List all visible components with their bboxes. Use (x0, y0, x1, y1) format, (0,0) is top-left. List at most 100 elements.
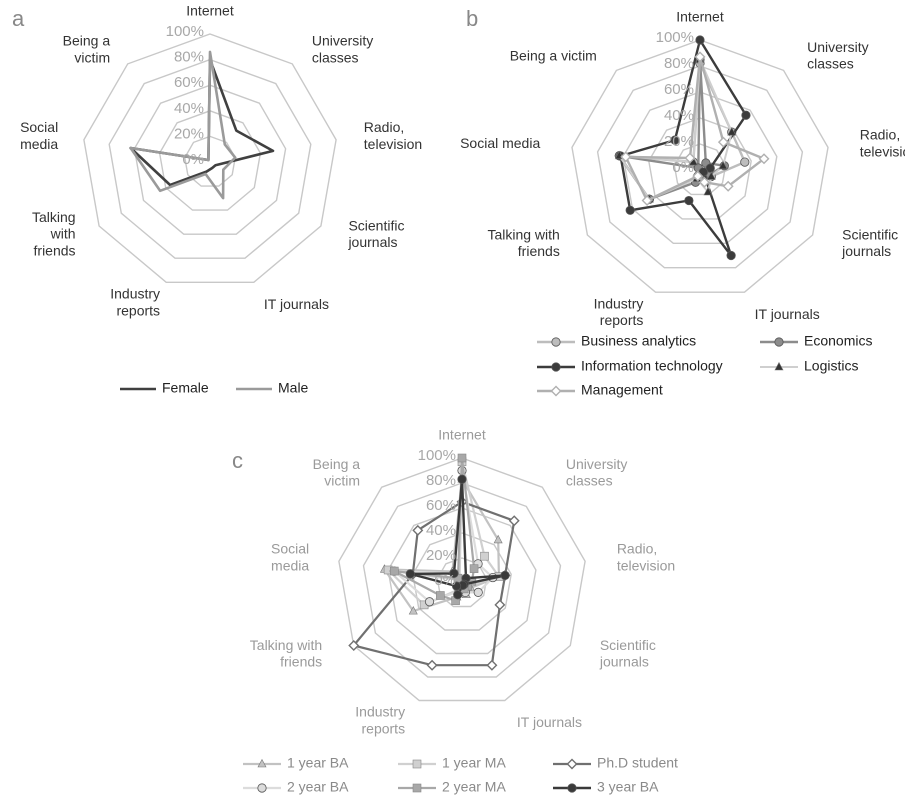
data-point (698, 167, 708, 177)
legend: Business analytics Economics Information t… (537, 333, 872, 398)
legend-item: Male (236, 380, 309, 396)
data-point (684, 152, 696, 164)
legend-marker (566, 758, 578, 770)
data-point (740, 157, 750, 167)
tick-label: 40% (174, 100, 204, 117)
grid-ring (387, 507, 537, 655)
series-line (624, 55, 766, 202)
legend-item: 2 year BA (243, 779, 349, 795)
category-label: Industry reports (355, 704, 405, 737)
legend-marker (550, 385, 562, 397)
tick-label: 60% (664, 81, 694, 98)
data-point (424, 597, 435, 607)
data-point (486, 659, 498, 671)
series-line (409, 478, 507, 596)
legend-item: Business analytics (537, 333, 696, 349)
category-label-line: Industry (355, 704, 405, 720)
legend-label: Management (581, 382, 663, 398)
tick-label: 0% (434, 572, 456, 589)
tick-label: 0% (182, 151, 204, 168)
legend-label: 3 year BA (597, 779, 659, 795)
category-label-line: Talking (32, 209, 76, 225)
data-point (493, 534, 503, 544)
category-label-line: friends (518, 243, 560, 259)
category-label: Scientific journals (841, 226, 898, 259)
series-management (620, 51, 770, 207)
data-point (722, 180, 734, 192)
legend: Female Male (120, 380, 309, 396)
category-label-line: media (271, 557, 309, 573)
category-label-line: Scientific (842, 226, 898, 242)
legend-label: 1 year BA (287, 755, 349, 771)
legend: 1 year BA 1 year MA Ph.D student 2 year BA 2… (243, 755, 678, 795)
tick-label: 100% (656, 29, 694, 46)
legend-marker (567, 783, 577, 793)
data-point (389, 566, 399, 576)
series-economics (614, 54, 729, 204)
legend-marker (774, 337, 784, 347)
data-point (620, 151, 632, 163)
panel-letter: a (12, 6, 25, 31)
legend-item: Management (537, 382, 663, 398)
category-label: IT journals (517, 714, 582, 730)
legend-item: Information technology (537, 358, 723, 374)
data-point (717, 136, 729, 148)
grid-ring (412, 532, 512, 631)
category-label: IT journals (264, 296, 329, 312)
tick-label: 100% (166, 23, 204, 40)
legend-marker (551, 362, 561, 372)
data-point (405, 569, 415, 579)
data-point (426, 659, 438, 671)
grid-ring (362, 482, 562, 678)
series-logistics (614, 54, 737, 203)
legend-label: Business analytics (581, 333, 696, 349)
category-label-line: University (312, 32, 373, 48)
legend-label: Female (162, 380, 209, 396)
category-label: Internet (676, 9, 724, 25)
category-label-line: Social (271, 540, 309, 556)
category-label: Social media (271, 540, 309, 573)
category-label-line: journals (599, 654, 649, 670)
legend-marker (412, 759, 422, 769)
category-label-line: Being a (313, 456, 361, 472)
series-line (129, 50, 237, 200)
category-label: Being a victim (63, 32, 111, 65)
category-label-line: Scientific (600, 637, 656, 653)
legend-label: 2 year BA (287, 779, 349, 795)
legend-marker (412, 783, 422, 793)
category-label-line: media (20, 136, 58, 152)
category-label-line: with (50, 226, 76, 242)
tick-label: 0% (672, 159, 694, 176)
tick-label: 60% (174, 74, 204, 91)
tick-label: 40% (664, 107, 694, 124)
tick-label: 20% (664, 133, 694, 150)
category-label: Talking with friends (32, 209, 76, 259)
legend-label: Information technology (581, 358, 723, 374)
legend-label: 2 year MA (442, 779, 506, 795)
grid-ring (338, 457, 586, 702)
legend-label: Logistics (804, 358, 858, 374)
tick-label: 80% (426, 472, 456, 489)
data-point (726, 250, 736, 261)
data-point (694, 51, 706, 63)
category-label-line: Social (20, 119, 58, 135)
legend-marker (551, 337, 561, 347)
data-point (457, 474, 467, 484)
data-point (641, 195, 653, 207)
radar-panel-a: a 0% 20% 40% 60% 80% 100% Internet University cla… (12, 3, 422, 396)
legend-item: 2 year MA (398, 779, 506, 795)
data-point (692, 170, 704, 182)
category-label-line: reports (116, 302, 160, 318)
tick-label: 20% (426, 547, 456, 564)
data-point (670, 135, 680, 145)
data-point (703, 186, 713, 196)
category-label-line: journals (841, 243, 891, 259)
category-label-line: Industry (110, 285, 160, 301)
data-point (508, 515, 520, 527)
legend-item: Economics (760, 333, 872, 349)
data-point (625, 205, 635, 215)
category-label: University classes (312, 32, 373, 65)
category-label: Industry reports (594, 295, 644, 328)
data-point (698, 176, 710, 188)
